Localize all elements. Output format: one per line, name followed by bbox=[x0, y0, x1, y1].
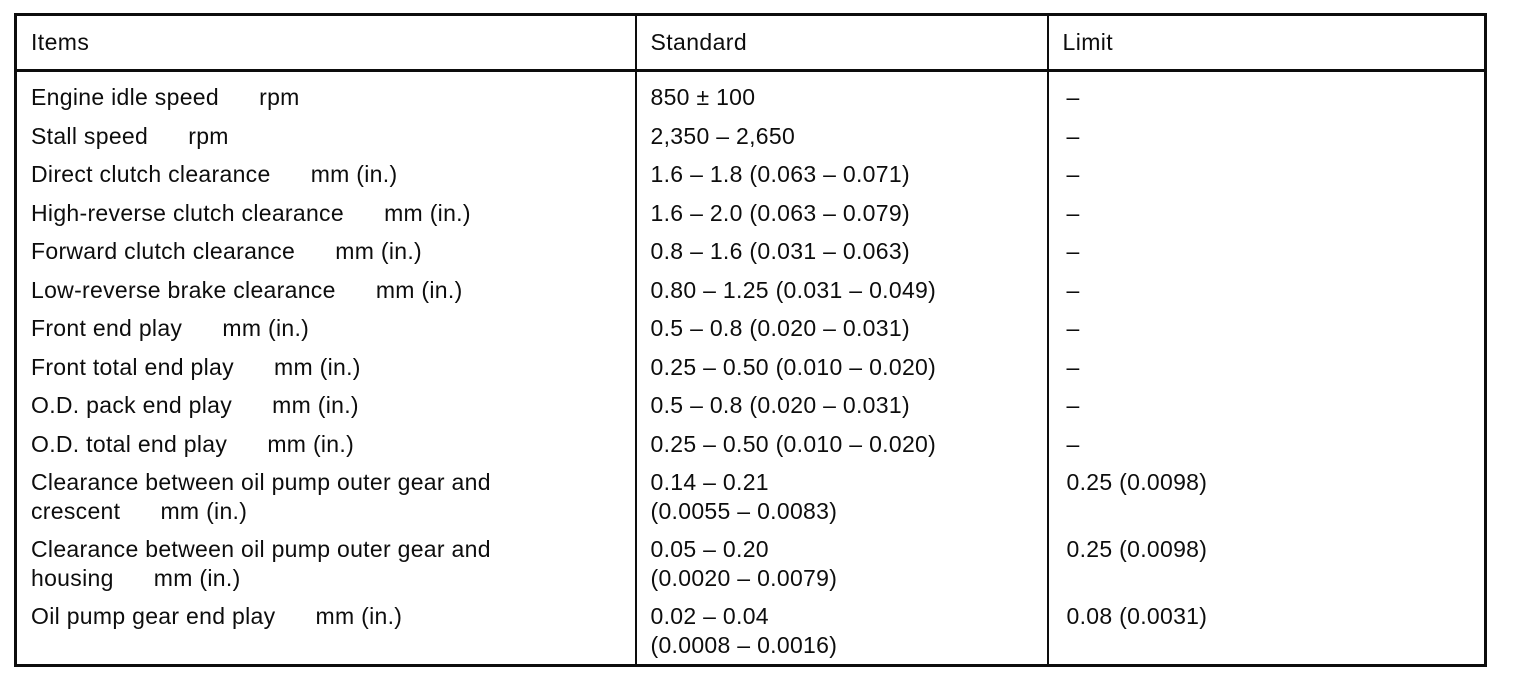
standard-cell: 0.8 – 1.6 (0.031 – 0.063) bbox=[634, 232, 1048, 271]
table-row: High-reverse clutch clearance mm (in.) 1.… bbox=[16, 193, 1486, 232]
item-cell: Clearance between oil pump outer gear an… bbox=[31, 536, 491, 591]
table-row: O.D. total end play mm (in.) 0.25 – 0.50 … bbox=[16, 424, 1486, 463]
limit-cell: – bbox=[1046, 155, 1486, 194]
table-header-row: Items Standard Limit bbox=[15, 14, 1486, 72]
standard-cell: 0.5 – 0.8 (0.020 – 0.031) bbox=[634, 309, 1048, 348]
item-cell: Oil pump gear end play mm (in.) bbox=[31, 603, 403, 629]
limit-cell: – bbox=[1046, 270, 1486, 309]
column-header-limit: Limit bbox=[1046, 14, 1486, 72]
table-row: Direct clutch clearance mm (in.) 1.6 – 1.… bbox=[16, 155, 1486, 194]
table-row: Oil pump gear end play mm (in.) 0.02 – 0.… bbox=[16, 597, 1486, 666]
limit-cell: 0.25 (0.0098) bbox=[1046, 530, 1486, 597]
standard-cell: 2,350 – 2,650 bbox=[634, 116, 1048, 155]
column-header-standard: Standard bbox=[634, 14, 1048, 72]
standard-cell: 1.6 – 2.0 (0.063 – 0.079) bbox=[634, 193, 1048, 232]
standard-cell: 0.25 – 0.50 (0.010 – 0.020) bbox=[634, 347, 1048, 386]
column-header-items: Items bbox=[15, 14, 636, 72]
table-row: Engine idle speed rpm 850 ± 100– bbox=[16, 70, 1486, 117]
item-cell: Stall speed rpm bbox=[31, 122, 229, 149]
item-cell: Engine idle speed rpm bbox=[31, 84, 300, 110]
standard-cell: 0.02 – 0.04 (0.0008 – 0.0016) bbox=[634, 597, 1048, 666]
limit-cell: – bbox=[1046, 386, 1486, 425]
limit-cell: – bbox=[1046, 424, 1486, 463]
table-row: Front total end play mm (in.) 0.25 – 0.50… bbox=[16, 347, 1486, 386]
table-row: Clearance between oil pump outer gear an… bbox=[16, 530, 1486, 597]
item-cell: Direct clutch clearance mm (in.) bbox=[31, 161, 398, 187]
table-row: Clearance between oil pump outer gear an… bbox=[16, 463, 1486, 530]
specifications-table: Items Standard Limit Engine idle speed r… bbox=[14, 13, 1487, 667]
table-row: Stall speed rpm 2,350 – 2,650– bbox=[16, 116, 1486, 155]
standard-cell: 850 ± 100 bbox=[634, 70, 1048, 117]
table-body: Engine idle speed rpm 850 ± 100– Stall spe… bbox=[16, 70, 1486, 666]
item-cell: Front total end play mm (in.) bbox=[31, 353, 361, 380]
item-cell: Forward clutch clearance mm (in.) bbox=[31, 238, 423, 264]
limit-cell: 0.25 (0.0098) bbox=[1046, 463, 1486, 530]
table-row: O.D. pack end play mm (in.) 0.5 – 0.8 (0.… bbox=[16, 386, 1486, 425]
limit-cell: – bbox=[1046, 116, 1486, 155]
scanned-document-page: Items Standard Limit Engine idle speed r… bbox=[14, 13, 1487, 667]
item-cell: High-reverse clutch clearance mm (in.) bbox=[31, 199, 471, 226]
limit-cell: – bbox=[1046, 309, 1486, 348]
standard-cell: 0.25 – 0.50 (0.010 – 0.020) bbox=[634, 424, 1048, 463]
table-row: Front end play mm (in.) 0.5 – 0.8 (0.020 … bbox=[16, 309, 1486, 348]
table-row: Low-reverse brake clearance mm (in.) 0.80… bbox=[16, 270, 1486, 309]
limit-cell: – bbox=[1046, 347, 1486, 386]
item-cell: Front end play mm (in.) bbox=[31, 315, 310, 341]
standard-cell: 0.80 – 1.25 (0.031 – 0.049) bbox=[634, 270, 1048, 309]
standard-cell: 1.6 – 1.8 (0.063 – 0.071) bbox=[634, 155, 1048, 194]
item-cell: O.D. total end play mm (in.) bbox=[31, 430, 355, 457]
limit-cell: – bbox=[1046, 232, 1486, 271]
standard-cell: 0.5 – 0.8 (0.020 – 0.031) bbox=[634, 386, 1048, 425]
item-cell: Low-reverse brake clearance mm (in.) bbox=[31, 276, 463, 303]
item-cell: O.D. pack end play mm (in.) bbox=[31, 392, 359, 418]
standard-cell: 0.14 – 0.21 (0.0055 – 0.0083) bbox=[634, 463, 1048, 530]
table-row: Forward clutch clearance mm (in.) 0.8 – 1… bbox=[16, 232, 1486, 271]
limit-cell: 0.08 (0.0031) bbox=[1046, 597, 1486, 666]
item-cell: Clearance between oil pump outer gear an… bbox=[31, 469, 491, 524]
limit-cell: – bbox=[1046, 70, 1486, 117]
standard-cell: 0.05 – 0.20 (0.0020 – 0.0079) bbox=[634, 530, 1048, 597]
limit-cell: – bbox=[1046, 193, 1486, 232]
